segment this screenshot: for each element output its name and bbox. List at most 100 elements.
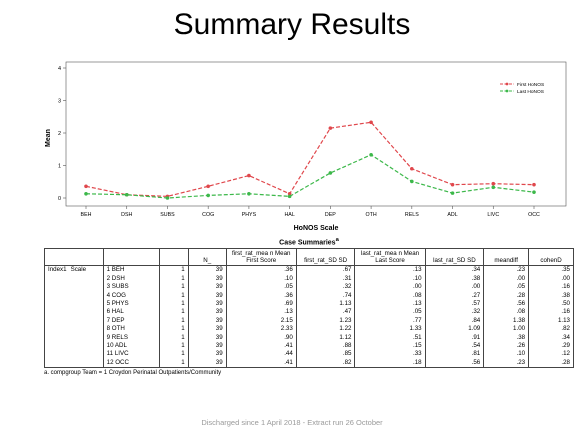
data-point	[287, 191, 292, 196]
table-cell-n1: 1	[158, 325, 189, 334]
table-row: 12 OCC 1 39.41.82.18.56.23.28	[44, 358, 574, 369]
table-caption-text: Case Summaries	[279, 239, 336, 247]
x-tick-label: DSH	[121, 212, 132, 218]
group-label-cell	[44, 333, 104, 342]
table-caption-sup: a	[335, 237, 339, 243]
table-cell-cohend: .34	[528, 333, 574, 342]
table-header-cell	[158, 248, 189, 267]
data-point	[450, 182, 455, 187]
table-cell-meandiff: .26	[483, 341, 530, 351]
table-cell-last-mean: .00	[354, 283, 426, 292]
data-point	[287, 194, 292, 199]
table-row: Index1 Scale 1 BEH 1 39.36.67.13.34.23.35	[44, 265, 574, 275]
table-cell-n1: 1	[158, 291, 189, 300]
table-cell-first-mean: 2.15	[225, 316, 297, 326]
table-cell-scale: 10 ADL	[102, 341, 160, 351]
table-cell-cohend: .50	[528, 299, 574, 309]
x-tick-label: LIVC	[487, 212, 499, 218]
table-cell-n1: 1	[158, 283, 189, 292]
x-tick-label: ADL	[447, 212, 457, 218]
data-point	[532, 182, 536, 187]
table-cell-first-mean: .10	[225, 274, 297, 284]
series-line-1	[85, 121, 535, 197]
table-cell-scale: 8 OTH	[102, 325, 160, 334]
group-label-cell	[44, 316, 104, 326]
table-cell-n: 39	[187, 341, 227, 351]
table-cell-scale: 6 HAL	[102, 308, 160, 317]
table-cell-first-sd: 1.23	[295, 316, 356, 326]
data-point	[410, 166, 414, 171]
table-row: 3 SUBS 1 39.05.32.00.00.05.16	[44, 283, 574, 292]
data-point	[369, 152, 373, 157]
table-cell-n1: 1	[158, 358, 189, 369]
table-cell-meandiff: 1.38	[483, 316, 530, 326]
data-point	[532, 190, 536, 194]
table-cell-meandiff: .00	[483, 274, 530, 284]
table-cell-scale: 4 COG	[102, 291, 160, 300]
table-cell-scale: 3 SUBS	[102, 283, 160, 292]
table-row: 7 DEP 1 39 2.15 1.23.77.84 1.38 1.13	[44, 316, 574, 326]
data-point	[206, 193, 210, 198]
table-cell-n1: 1	[158, 274, 189, 284]
y-tick-label: 1	[58, 164, 61, 170]
table-row: 11 LIVC 1 39.44.85.33.81.10.12	[44, 350, 574, 359]
table-cell-last-sd: .57	[424, 299, 485, 309]
y-axis-ticks: 0 1 2 3 4	[58, 66, 66, 202]
table-cell-first-mean: .90	[225, 333, 297, 342]
table-cell-first-sd: .31	[295, 274, 356, 284]
table-caption: Case Summariesa	[44, 237, 574, 246]
group-label-cell	[44, 341, 104, 351]
table-header-cell: N_	[187, 248, 227, 267]
group-label-cell	[44, 308, 104, 317]
table-cell-last-sd: .38	[424, 274, 485, 284]
table-cell-n: 39	[187, 265, 227, 275]
table-cell-n1: 1	[158, 265, 189, 275]
table-cell-last-mean: .10	[354, 274, 426, 284]
table-header-cell: meandiff	[483, 248, 530, 267]
table-cell-first-mean: .36	[225, 265, 297, 275]
x-tick-label: OTH	[365, 212, 376, 218]
x-axis-ticks: BEH DSH SUBS COG PHYS HAL DEP OTH RELS ADL LIVC OCC	[81, 206, 540, 218]
table-cell-n: 39	[187, 283, 227, 292]
data-point	[491, 185, 496, 190]
x-tick-label: PHYS	[242, 212, 257, 218]
table-cell-last-sd: .27	[424, 291, 485, 300]
table-cell-first-sd: 1.13	[295, 299, 356, 309]
table-cell-cohend: .12	[528, 350, 574, 359]
group-label-cell	[44, 358, 104, 369]
table-cell-n: 39	[187, 316, 227, 326]
table-cell-n: 39	[187, 325, 227, 334]
table-cell-first-mean: .44	[225, 350, 297, 359]
table-cell-meandiff: .23	[483, 265, 530, 275]
data-point	[369, 120, 373, 125]
table-header-cell: last_rat_SD SD	[424, 248, 485, 267]
x-tick-label: OCC	[528, 212, 540, 218]
y-tick-label: 3	[58, 99, 61, 105]
table-cell-scale: 11 LIVC	[102, 350, 160, 359]
table-cell-last-sd: .91	[424, 333, 485, 342]
group-label-cell	[44, 291, 104, 300]
table-cell-scale: 9 RELS	[102, 333, 160, 342]
table-cell-first-sd: .47	[295, 308, 356, 317]
table-cell-first-sd: .85	[295, 350, 356, 359]
table-header-cell: last_rat_mea n Mean Last Score	[354, 248, 426, 267]
table-cell-scale: 1 BEH	[102, 265, 160, 275]
data-point	[328, 126, 333, 130]
x-tick-label: RELS	[405, 212, 419, 218]
group-label-cell	[44, 350, 104, 359]
table-cell-last-sd: .81	[424, 350, 485, 359]
table-header-cell: first_rat_mea n Mean First Score	[225, 248, 297, 267]
table-cell-meandiff: .56	[483, 299, 530, 309]
x-tick-label: SUBS	[160, 212, 175, 218]
table-cell-last-mean: .15	[354, 341, 426, 351]
table-cell-first-sd: .67	[295, 265, 356, 275]
table-cell-first-mean: .69	[225, 299, 297, 309]
table-cell-n1: 1	[158, 333, 189, 342]
table-header-cell: cohenD	[528, 248, 574, 267]
table-cell-meandiff: .10	[483, 350, 530, 359]
data-point	[124, 192, 129, 197]
table-cell-cohend: .28	[528, 358, 574, 369]
table-cell-first-sd: .32	[295, 283, 356, 292]
table-cell-cohend: .38	[528, 291, 574, 300]
group-label-cell: Index1 Scale	[44, 265, 104, 275]
